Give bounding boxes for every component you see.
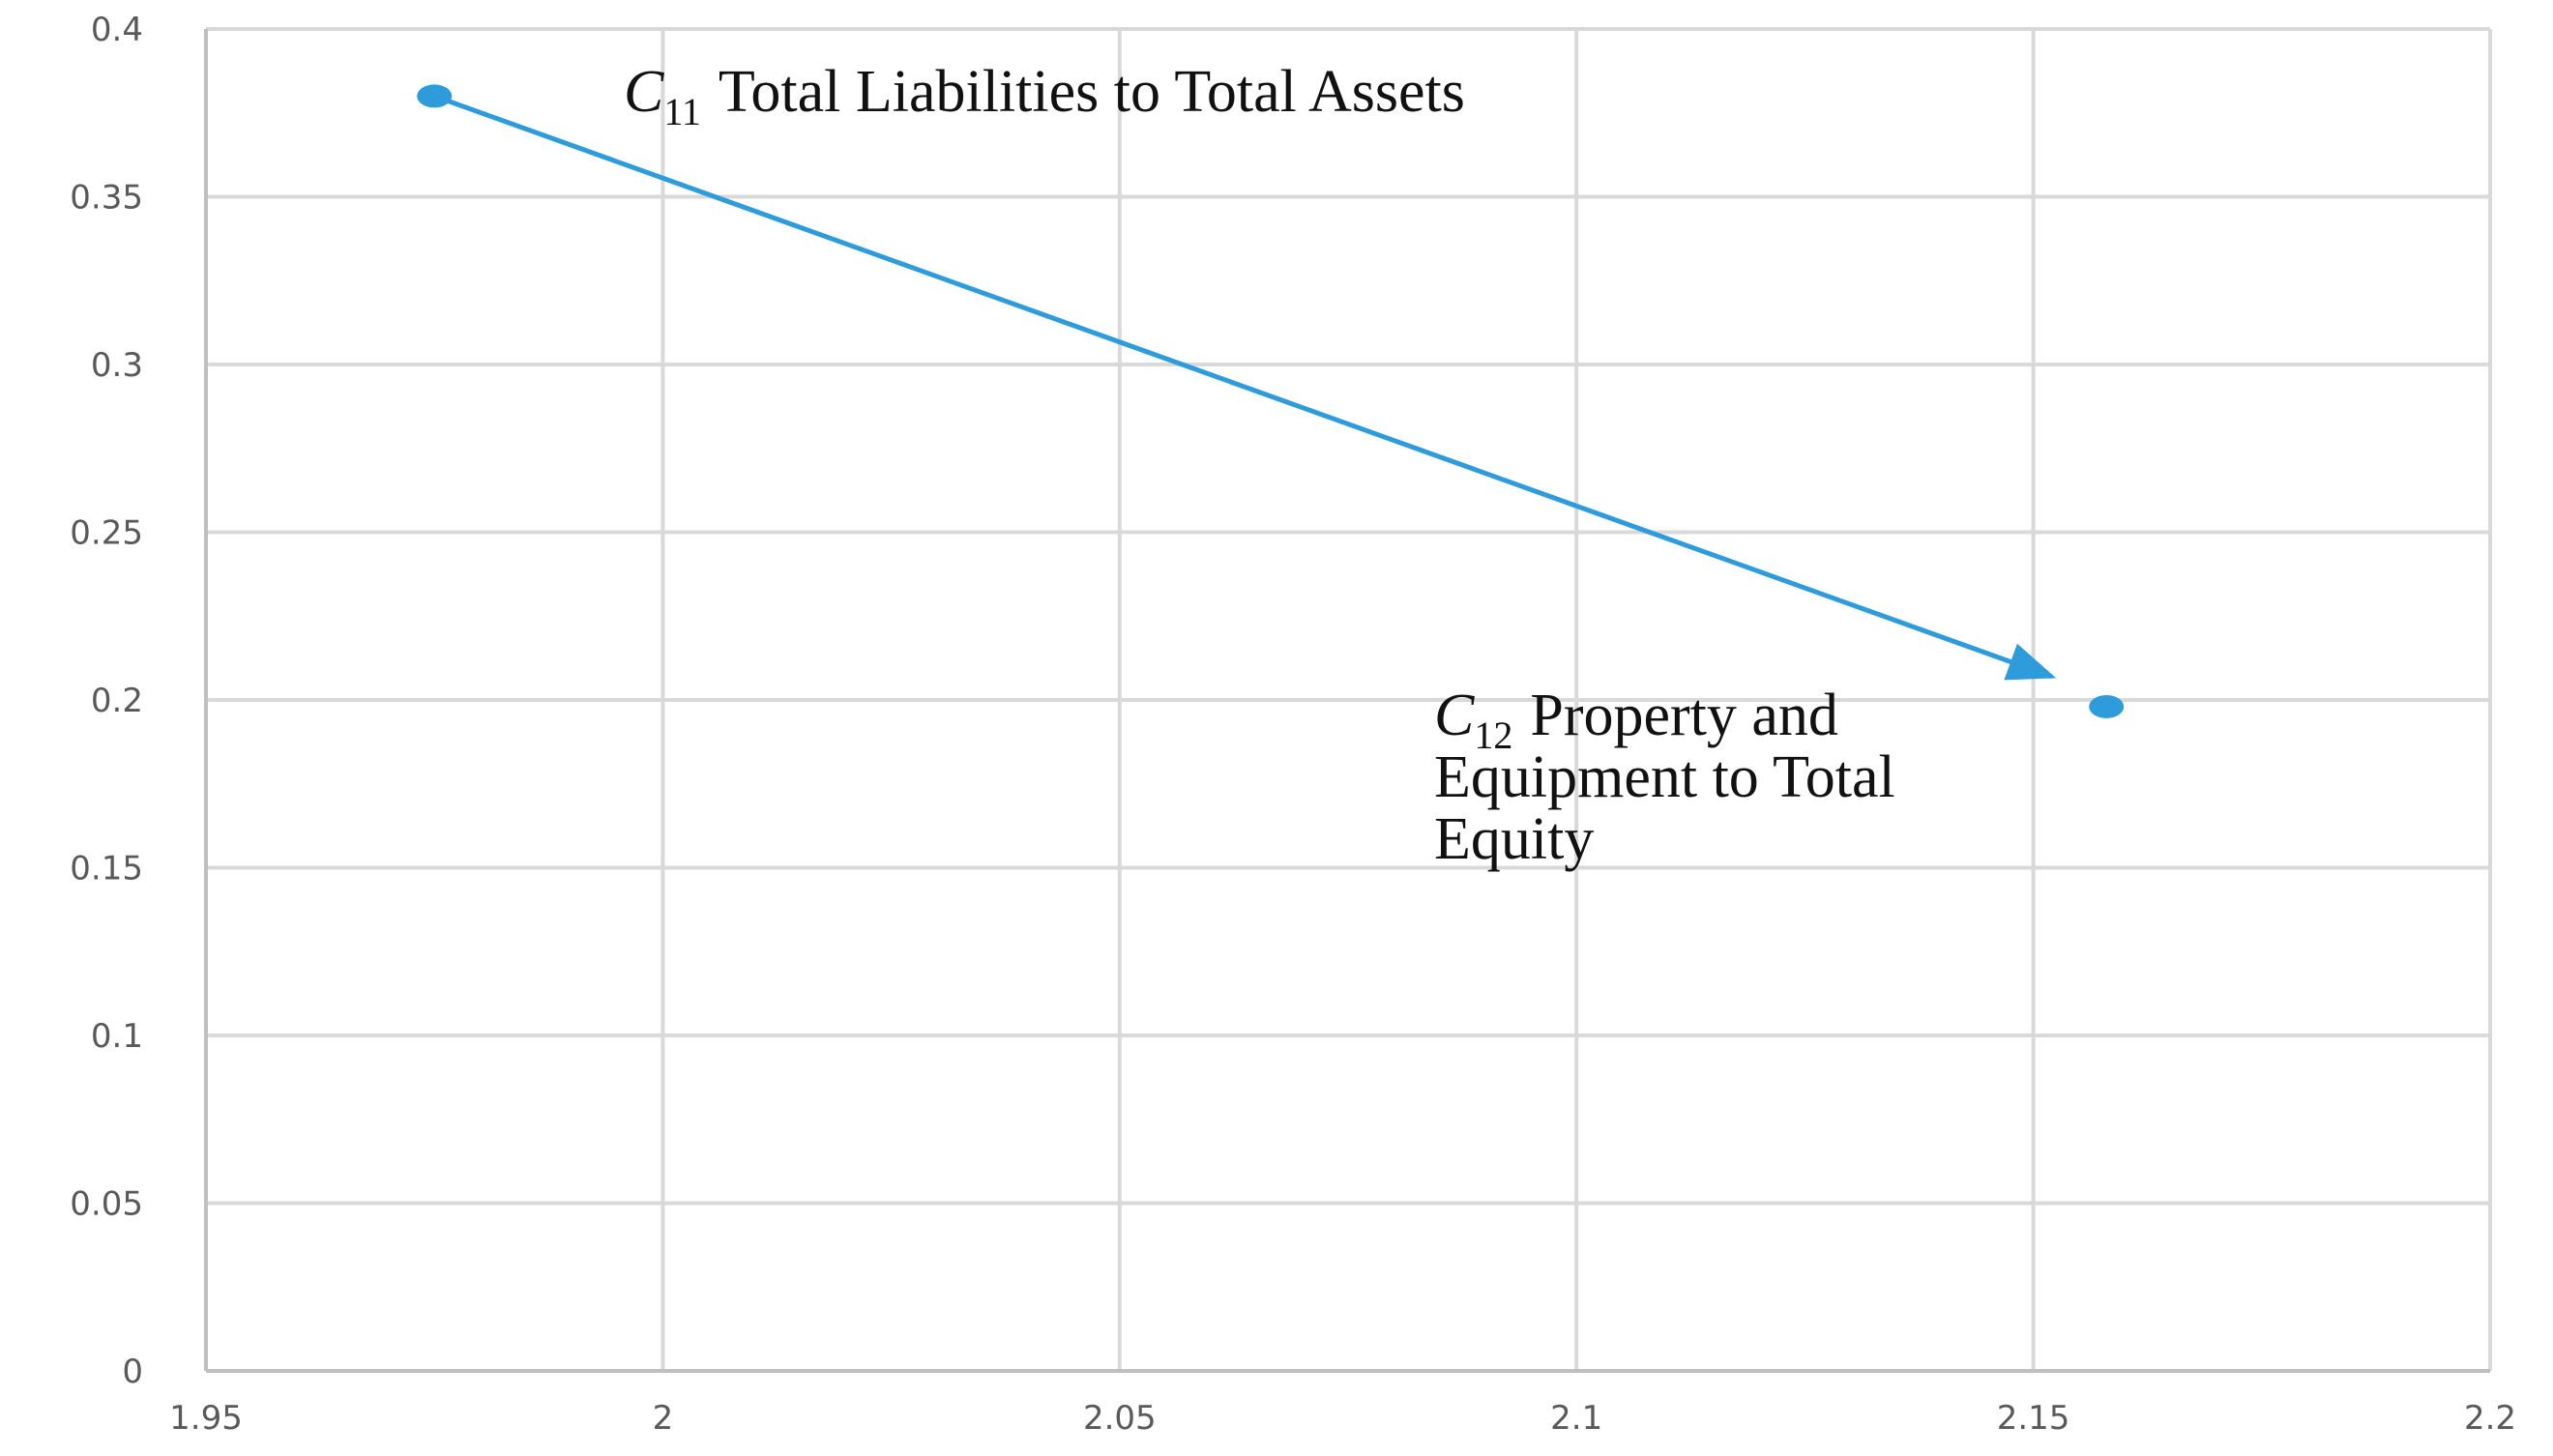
y-tick-label: 0.3 (91, 346, 143, 385)
annotation-line: C11 Total Liabilities to Total Assets (624, 59, 1465, 133)
y-tick-label: 0.35 (70, 179, 143, 218)
annotation-line: Equipment to Total (1434, 744, 1895, 810)
x-tick-label: 2.05 (1083, 1399, 1157, 1438)
data-series (417, 84, 2125, 718)
x-tick-label: 2.2 (2464, 1399, 2516, 1438)
axes (204, 29, 2490, 1373)
x-tick-label: 2 (653, 1399, 674, 1438)
annotation-subscript: 12 (1474, 713, 1512, 757)
tick-labels: 1.95 2 2.05 2.1 2.15 2.2 0 0.05 0.1 0.15 0.2 0.25 0.… (70, 11, 2516, 1438)
annotation-text: Property and (1530, 683, 1838, 748)
trend-arrow (433, 94, 2057, 681)
annotation-symbol: C (1434, 683, 1475, 748)
y-tick-label: 0 (122, 1353, 143, 1391)
annotation-subscript: 11 (663, 90, 701, 133)
annotation-symbol: C (624, 59, 664, 125)
y-tick-label: 0.1 (91, 1017, 143, 1056)
y-tick-label: 0.15 (70, 850, 143, 888)
grid-lines (206, 27, 2492, 1371)
y-tick-label: 0.4 (91, 11, 143, 49)
x-tick-label: 2.15 (1997, 1399, 2070, 1438)
x-tick-label: 1.95 (169, 1399, 243, 1438)
x-tick-label: 2.1 (1550, 1399, 1602, 1438)
annotation-line: C12 Property and (1434, 683, 1838, 757)
y-tick-label: 0.2 (91, 682, 143, 720)
y-tick-label: 0.05 (70, 1185, 143, 1224)
point-annotation: C11 Total Liabilities to Total Assets (624, 59, 1465, 133)
data-point (2089, 694, 2125, 718)
data-point (417, 84, 453, 108)
annotation-line: Equity (1434, 806, 1594, 872)
annotation-text: Total Liabilities to Total Assets (719, 59, 1465, 125)
y-tick-label: 0.25 (70, 514, 143, 553)
